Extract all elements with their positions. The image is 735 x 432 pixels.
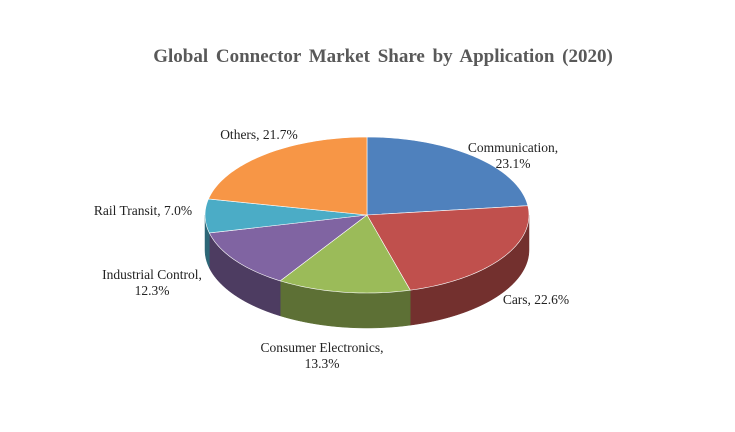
- data-label: Communication, 23.1%: [467, 140, 559, 171]
- chart-title: Global Connector Market Share by Applica…: [153, 46, 613, 67]
- data-label: Others, 21.7%: [220, 127, 298, 142]
- data-label: Rail Transit, 7.0%: [93, 203, 193, 218]
- data-label: Consumer Electronics, 13.3%: [260, 340, 384, 371]
- slice: [366, 136, 529, 216]
- slice: [208, 136, 368, 216]
- data-label: Industrial Control, 12.3%: [102, 267, 202, 298]
- slice: [279, 214, 411, 294]
- data-label: Cars, 22.6%: [502, 292, 570, 307]
- slice: [204, 198, 368, 234]
- slice: [208, 214, 369, 282]
- slice: [366, 205, 530, 291]
